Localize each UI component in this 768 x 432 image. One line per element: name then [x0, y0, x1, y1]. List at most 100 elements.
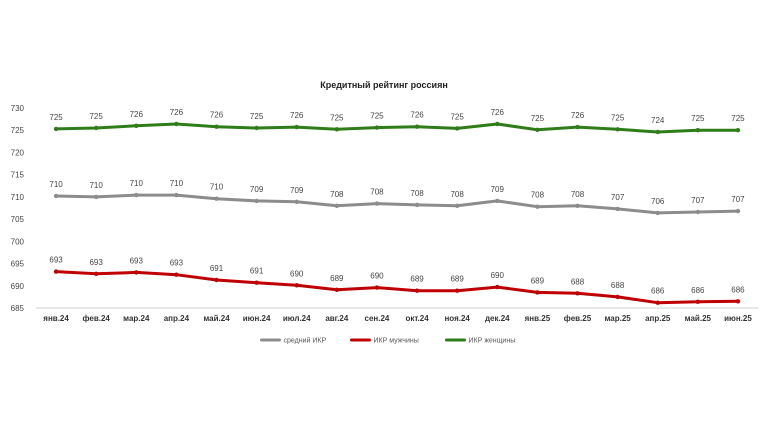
- data-point: [374, 125, 380, 130]
- data-point: [294, 124, 299, 130]
- data-point: [254, 198, 259, 204]
- data-point: [93, 194, 99, 200]
- data-label: 710: [130, 179, 144, 188]
- data-point: [575, 124, 580, 130]
- data-label: 688: [611, 281, 625, 290]
- data-label: 725: [450, 112, 464, 121]
- data-label: 710: [210, 183, 224, 192]
- x-tick-label: май.25: [685, 314, 712, 323]
- x-tick-label: мар.25: [604, 314, 631, 323]
- data-label: 726: [290, 111, 304, 120]
- legend-entry: ИКР мужчины: [374, 338, 419, 345]
- x-tick-label: июн.25: [724, 314, 752, 323]
- data-point: [495, 198, 500, 204]
- data-label: 690: [491, 271, 505, 280]
- data-point: [334, 203, 340, 208]
- series-line: [54, 193, 740, 215]
- data-point: [695, 209, 701, 215]
- data-label: 710: [49, 180, 63, 189]
- legend-entry: средний ИКР: [284, 337, 327, 345]
- data-point: [214, 277, 219, 283]
- data-label: 693: [89, 258, 103, 267]
- series-line: [54, 122, 740, 134]
- y-tick-label: 720: [11, 148, 25, 157]
- x-tick-label: мар.24: [123, 314, 150, 323]
- x-tick-label: апр.24: [164, 314, 190, 323]
- data-label: 693: [49, 256, 63, 265]
- data-label: 709: [290, 186, 304, 195]
- data-label: 706: [651, 197, 665, 206]
- data-label: 691: [210, 264, 224, 273]
- x-tick-label: янв.24: [43, 314, 69, 323]
- data-point: [495, 284, 500, 290]
- data-label: 725: [731, 114, 745, 123]
- y-tick-label: 700: [11, 237, 25, 246]
- data-point: [254, 280, 259, 285]
- y-tick-label: 725: [11, 126, 25, 135]
- data-label: 708: [531, 191, 545, 200]
- data-label: 708: [571, 190, 585, 199]
- data-label: 726: [170, 108, 184, 117]
- data-label: 689: [450, 275, 464, 284]
- data-point: [134, 123, 139, 128]
- y-tick-label: 730: [11, 104, 25, 113]
- data-point: [735, 299, 741, 304]
- data-label: 726: [130, 110, 144, 119]
- data-point: [454, 203, 460, 208]
- data-point: [214, 124, 219, 129]
- x-tick-label: фев.25: [564, 314, 592, 323]
- data-label: 686: [731, 285, 745, 294]
- data-point: [334, 287, 340, 292]
- data-point: [414, 288, 420, 293]
- data-label: 725: [531, 114, 545, 123]
- data-label: 725: [250, 112, 264, 121]
- data-point: [134, 192, 139, 198]
- data-label: 690: [370, 272, 384, 281]
- data-label: 707: [691, 196, 705, 205]
- data-point: [454, 288, 460, 293]
- data-point: [53, 193, 59, 199]
- data-label: 726: [491, 108, 505, 117]
- data-point: [735, 128, 741, 133]
- x-tick-label: окт.24: [405, 314, 429, 323]
- data-point: [294, 283, 299, 288]
- data-label: 725: [611, 113, 625, 122]
- data-label: 691: [250, 267, 264, 276]
- data-point: [695, 299, 701, 304]
- data-point: [334, 127, 340, 132]
- data-point: [575, 203, 580, 208]
- legend-entry: ИКР женщины: [469, 338, 516, 345]
- data-label: 726: [571, 111, 585, 120]
- y-tick-label: 705: [11, 215, 25, 224]
- data-label: 710: [170, 179, 184, 188]
- data-label: 708: [370, 188, 384, 197]
- data-label: 708: [450, 190, 464, 199]
- data-point: [655, 300, 660, 305]
- data-label: 726: [210, 111, 224, 120]
- data-point: [134, 270, 139, 275]
- data-label: 709: [250, 185, 264, 194]
- data-label: 725: [89, 112, 103, 121]
- x-tick-label: сен.24: [365, 314, 390, 323]
- y-tick-label: 690: [11, 282, 25, 291]
- data-label: 725: [691, 114, 705, 123]
- data-label: 725: [49, 113, 63, 122]
- data-label: 708: [410, 189, 424, 198]
- data-label: 709: [491, 185, 505, 194]
- x-tick-label: дек.24: [485, 314, 510, 323]
- data-label: 690: [290, 269, 304, 278]
- data-point: [53, 126, 59, 132]
- data-label: 693: [170, 259, 184, 268]
- x-tick-label: янв.25: [525, 314, 551, 323]
- data-point: [655, 129, 660, 135]
- x-tick-label: фев.24: [82, 314, 110, 323]
- data-label: 689: [330, 274, 344, 283]
- data-label: 724: [651, 116, 665, 125]
- x-tick-label: май.24: [203, 314, 230, 323]
- data-point: [615, 294, 620, 300]
- data-point: [454, 126, 460, 131]
- data-label: 688: [571, 277, 585, 286]
- data-point: [374, 201, 380, 206]
- y-tick-label: 710: [11, 193, 25, 202]
- data-label: 707: [611, 193, 625, 202]
